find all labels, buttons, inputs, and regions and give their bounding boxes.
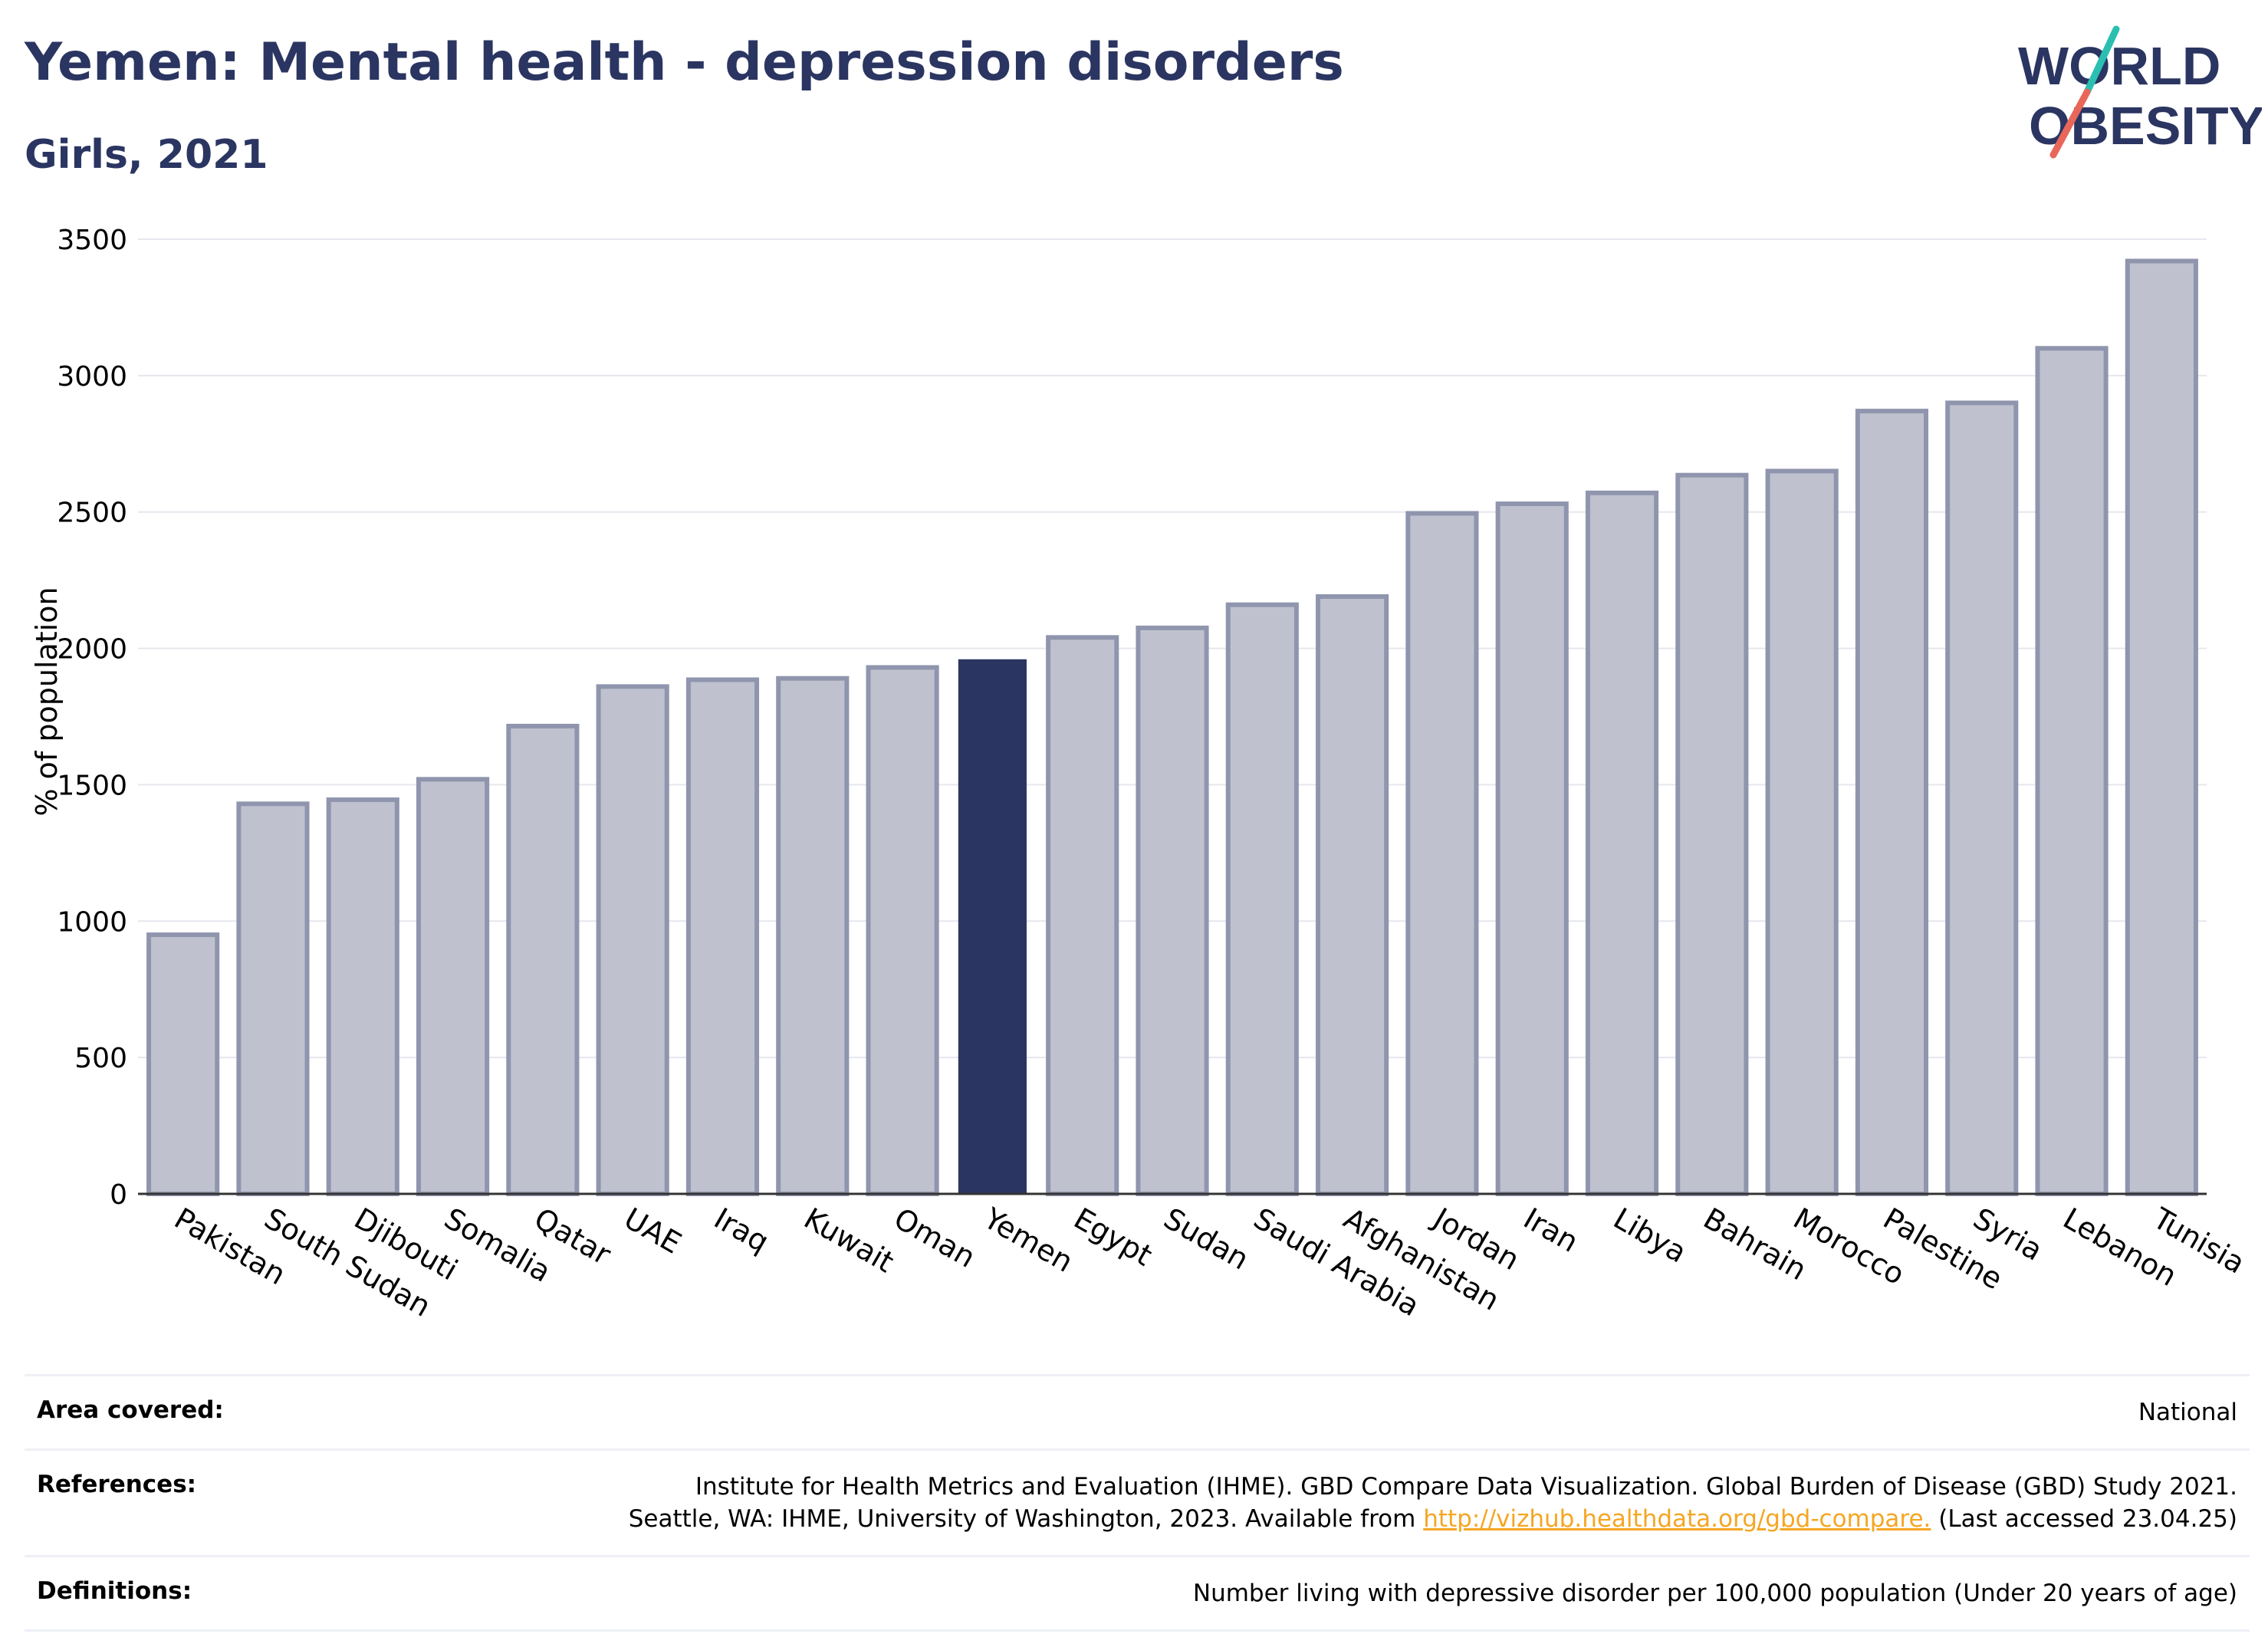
chart-footer: Area covered: National References: Insti… <box>25 1374 2250 1632</box>
svg-text:WORLD: WORLD <box>2018 36 2220 96</box>
bar-uae <box>596 684 669 1196</box>
x-tick-label: Egypt <box>1068 1202 1158 1273</box>
definitions-label: Definitions: <box>37 1577 192 1605</box>
bar-bahrain <box>1675 472 1749 1196</box>
y-tick-label: 1500 <box>57 770 127 801</box>
x-tick-label: UAE <box>619 1202 687 1261</box>
x-tick-label: Oman <box>889 1202 981 1274</box>
references-value: Institute for Health Metrics and Evaluat… <box>629 1471 2237 1535</box>
bar-south-sudan <box>236 801 310 1196</box>
bar-palestine <box>1855 409 1929 1197</box>
bar-yemen <box>958 659 1027 1194</box>
definitions-value: Number living with depressive disorder p… <box>1192 1580 2237 1607</box>
bar-syria <box>1945 400 2019 1196</box>
x-tick-label: Iran <box>1518 1202 1584 1259</box>
bar-qatar <box>506 723 580 1196</box>
chart-title: Yemen: Mental health - depression disord… <box>25 32 1344 93</box>
bar-sudan <box>1136 625 1209 1196</box>
references-link[interactable]: http://vizhub.healthdata.org/gbd-compare… <box>1423 1505 1931 1533</box>
bar-iraq <box>685 677 760 1196</box>
references-row: References: Institute for Health Metrics… <box>25 1448 2250 1555</box>
bar-pakistan <box>146 932 220 1196</box>
x-tick-label: Bahrain <box>1698 1202 1812 1287</box>
y-tick-label: 3500 <box>57 225 127 256</box>
area-covered-value: National <box>2138 1399 2237 1426</box>
svg-text:OBESITY: OBESITY <box>2029 96 2262 156</box>
bar-djibouti <box>326 797 399 1196</box>
bar-somalia <box>416 777 490 1196</box>
bar-kuwait <box>776 676 850 1196</box>
bar-tunisia <box>2125 258 2198 1196</box>
definitions-row: Definitions: Number living with depressi… <box>25 1555 2250 1632</box>
bar-oman <box>866 665 939 1196</box>
y-axis-label: % of population <box>30 587 64 816</box>
bar-lebanon <box>2035 346 2109 1196</box>
y-tick-label: 1000 <box>57 906 127 938</box>
bar-jordan <box>1405 511 1479 1196</box>
bar-afghanistan <box>1316 593 1389 1196</box>
y-tick-label: 0 <box>110 1179 127 1211</box>
x-tick-label: Libya <box>1608 1202 1692 1270</box>
y-tick-label: 500 <box>74 1043 127 1074</box>
x-tick-label: Sudan <box>1159 1202 1255 1277</box>
bar-egypt <box>1046 635 1119 1196</box>
bar-libya <box>1585 490 1659 1197</box>
references-label: References: <box>37 1471 197 1498</box>
world-obesity-logo: WORLD OBESITY <box>2018 25 2262 159</box>
references-line-2-pre: Seattle, WA: IHME, University of Washing… <box>628 1505 1424 1533</box>
references-line-2-post: (Last accessed 23.04.25) <box>1931 1505 2237 1533</box>
bar-iran <box>1495 501 1569 1196</box>
y-tick-label: 2000 <box>57 634 127 666</box>
x-tick-label: Iraq <box>708 1202 774 1259</box>
x-tick-label: Yemen <box>978 1201 1079 1279</box>
y-tick-label: 3000 <box>57 361 127 393</box>
references-line-1: Institute for Health Metrics and Evaluat… <box>695 1473 2237 1501</box>
chart-subtitle: Girls, 2021 <box>25 132 268 178</box>
area-covered-row: Area covered: National <box>25 1374 2250 1448</box>
bar-saudi-arabia <box>1225 602 1299 1196</box>
y-tick-label: 2500 <box>57 498 127 529</box>
area-covered-label: Area covered: <box>37 1396 224 1424</box>
bar-morocco <box>1765 469 1839 1197</box>
x-tick-label: Kuwait <box>798 1202 899 1280</box>
